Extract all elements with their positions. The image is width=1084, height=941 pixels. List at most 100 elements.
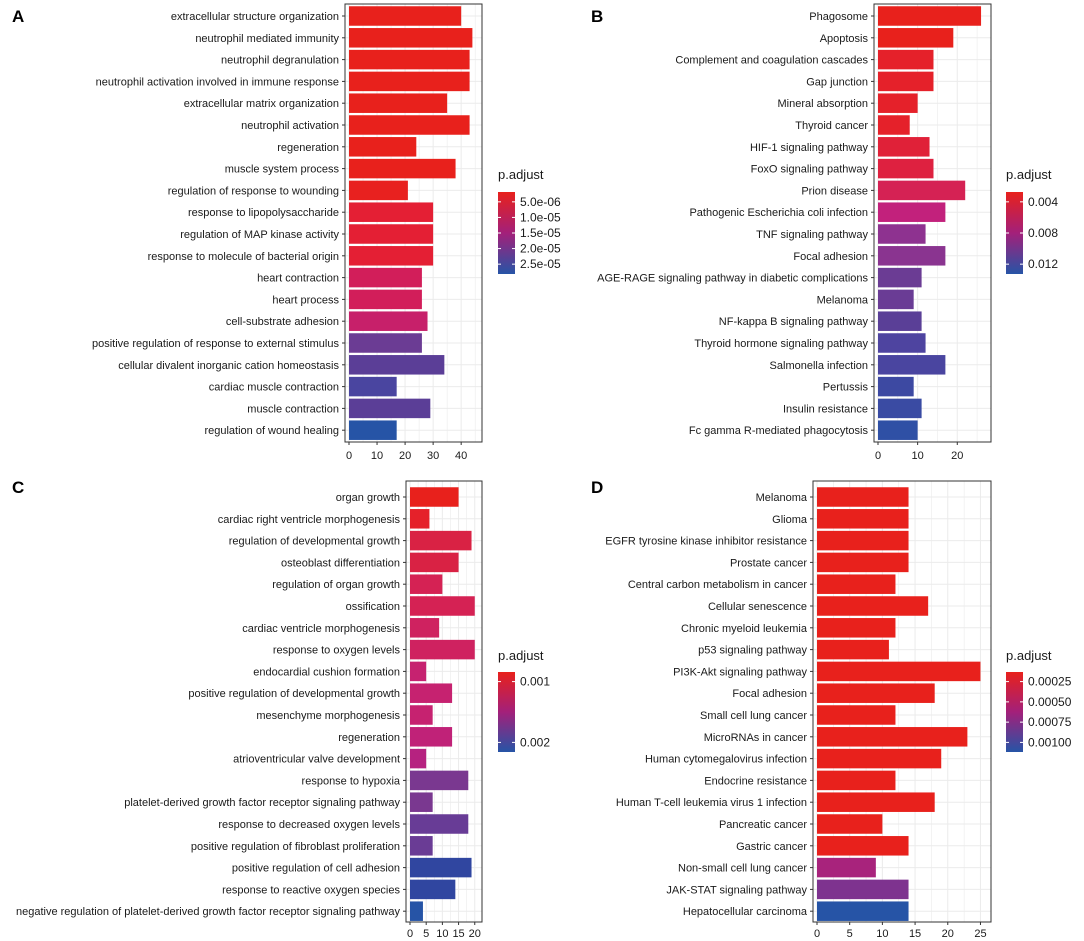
bar [878, 267, 922, 288]
x-tick-label: 20 [951, 450, 963, 462]
x-tick-label: 20 [942, 928, 954, 940]
bar [878, 93, 918, 113]
bar [817, 836, 909, 856]
category-label: neutrophil activation involved in immune… [96, 76, 339, 88]
bar [349, 224, 434, 244]
panel-B: B Phagosome Apoptosis Complement and coagul… [591, 3, 1058, 462]
bar [817, 748, 942, 769]
bar [349, 376, 397, 397]
bar [410, 530, 472, 551]
category-label: cellular divalent inorganic cation homeo… [118, 360, 339, 372]
bar [410, 748, 427, 769]
x-tick-label: 15 [452, 928, 464, 940]
bar [878, 333, 926, 353]
category-label: positive regulation of developmental gro… [188, 688, 400, 700]
bar [410, 552, 459, 573]
category-label: p53 signaling pathway [698, 645, 807, 657]
plot-area [874, 4, 991, 442]
category-label: muscle contraction [247, 403, 339, 415]
category-label: mesenchyme morphogenesis [256, 710, 400, 722]
bar [817, 639, 889, 660]
bar [817, 487, 909, 507]
category-label: regeneration [277, 142, 339, 154]
category-label: Small cell lung cancer [700, 710, 807, 722]
bar [410, 770, 469, 791]
category-label: extracellular matrix organization [184, 98, 339, 110]
category-label: response to molecule of bacterial origin [148, 251, 339, 263]
category-label: Complement and coagulation cascades [675, 55, 868, 67]
panel-letter: A [12, 7, 24, 26]
category-label: cell-substrate adhesion [226, 316, 339, 328]
category-label: Pathogenic Escherichia coli infection [689, 207, 868, 219]
legend-colorbar [1006, 192, 1023, 274]
category-label: Focal adhesion [732, 688, 807, 700]
category-label: TNF signaling pathway [756, 229, 868, 241]
category-label: HIF-1 signaling pathway [750, 142, 869, 154]
x-tick-label: 10 [436, 928, 448, 940]
category-label: Focal adhesion [793, 251, 868, 263]
x-tick-label: 20 [469, 928, 481, 940]
category-label: regulation of wound healing [204, 425, 339, 437]
bar [878, 6, 982, 26]
panel-letter: C [12, 478, 24, 497]
category-label: regeneration [338, 732, 400, 744]
category-label: Pancreatic cancer [719, 819, 807, 831]
bar [349, 355, 445, 375]
legend-title: p.adjust [1006, 648, 1052, 663]
bar [410, 618, 440, 638]
legend-label: 2.0e-05 [520, 242, 561, 256]
bar [878, 311, 922, 331]
category-label: platelet-derived growth factor receptor … [124, 797, 400, 809]
category-label: Apoptosis [820, 33, 869, 45]
category-label: positive regulation of cell adhesion [232, 863, 400, 875]
category-label: cardiac right ventricle morphogenesis [218, 514, 401, 526]
category-label: atrioventricular valve development [233, 754, 400, 766]
legend-title: p.adjust [498, 648, 544, 663]
legend-label: 0.00050 [1028, 695, 1072, 709]
bar [349, 137, 417, 157]
category-label: Non-small cell lung cancer [678, 863, 807, 875]
category-label: Gastric cancer [736, 841, 807, 853]
category-label: endocardial cushion formation [253, 666, 400, 678]
bar [410, 639, 475, 660]
category-label: negative regulation of platelet-derived … [16, 906, 401, 918]
bar [410, 705, 433, 725]
x-tick-label: 15 [909, 928, 921, 940]
category-label: EGFR tyrosine kinase inhibitor resistanc… [605, 536, 807, 548]
bar [817, 705, 896, 725]
bar [817, 530, 909, 551]
category-label: Melanoma [817, 294, 869, 306]
panel-letter: D [591, 478, 603, 497]
legend-label: 5.0e-06 [520, 195, 561, 209]
bar [878, 49, 934, 70]
category-label: Glioma [772, 514, 808, 526]
bar [349, 333, 422, 353]
bar [410, 857, 472, 878]
bar [817, 857, 876, 878]
category-label: positive regulation of fibroblast prolif… [191, 841, 400, 853]
plot-border [344, 3, 483, 443]
bar [349, 289, 422, 310]
category-label: heart contraction [257, 273, 339, 285]
category-label: response to reactive oxygen species [222, 884, 400, 896]
bar [410, 792, 433, 812]
bar [349, 420, 397, 440]
x-tick-label: 0 [346, 450, 352, 462]
legend-label: 0.004 [1028, 195, 1058, 209]
category-label: response to lipopolysaccharide [188, 207, 339, 219]
bar [878, 202, 946, 222]
bar [817, 901, 909, 921]
category-label: Phagosome [809, 11, 868, 23]
bar [349, 180, 408, 201]
bar [410, 683, 453, 703]
bar [817, 792, 935, 812]
x-tick-label: 5 [847, 928, 853, 940]
panel-letter: B [591, 7, 603, 26]
bar [878, 224, 926, 244]
bar [410, 727, 453, 747]
category-label: neutrophil activation [241, 120, 339, 132]
category-label: Hepatocellular carcinoma [683, 906, 808, 918]
